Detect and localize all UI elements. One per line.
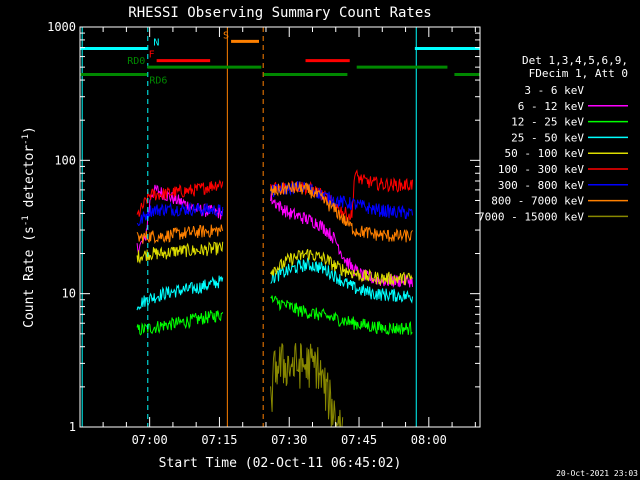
flag-label-s: S bbox=[223, 30, 229, 41]
flag-label-f: F bbox=[149, 50, 155, 61]
y-axis-label: Count Rate (s-1 detector-1) bbox=[21, 126, 37, 328]
y-axis-label-part2: detector bbox=[22, 145, 37, 216]
legend-label-6-12-kev: 6 - 12 keV bbox=[518, 100, 585, 113]
series-line-6-12-kev-segment-2 bbox=[270, 193, 413, 289]
series-line-800-7000-kev-segment-1 bbox=[136, 224, 224, 244]
y-axis-label-sup1: -1 bbox=[21, 215, 31, 226]
series-line-12-25-kev-segment-1 bbox=[136, 310, 224, 336]
axes-layer: 1 10 100 1000 07:00 07:15 07:30 07:45 08:00 bbox=[47, 20, 481, 447]
y-tick-label-1000: 1000 bbox=[47, 20, 76, 34]
data-layer bbox=[136, 147, 418, 428]
y-axis-label-part1: Count Rate (s bbox=[22, 226, 37, 328]
legend-label-50-100-kev: 50 - 100 keV bbox=[505, 147, 585, 160]
legend-label-300-800-kev: 300 - 800 keV bbox=[498, 179, 584, 192]
timestamp: 20-Oct-2021 23:03 bbox=[556, 469, 638, 478]
legend-header-line-2: FDecim 1, Att 0 bbox=[529, 67, 628, 80]
x-tick-label-07-30: 07:30 bbox=[271, 433, 307, 447]
x-axis-label: Start Time (02-Oct-11 06:45:02) bbox=[159, 456, 402, 471]
legend-label-7000-15000-kev: 7000 - 15000 keV bbox=[478, 210, 584, 223]
legend-label-3-6-kev: 3 - 6 keV bbox=[524, 84, 584, 97]
flag-label-rd0: RD0 bbox=[127, 56, 145, 67]
legend-label-12-25-kev: 12 - 25 keV bbox=[511, 116, 584, 129]
flag-label-rd6: RD6 bbox=[149, 76, 167, 87]
flags-layer: NF S RD0 RD6 bbox=[80, 27, 481, 427]
flag-label-n: N bbox=[153, 37, 159, 48]
y-tick-label-1: 1 bbox=[69, 420, 76, 434]
y-axis-label-sup2: -1 bbox=[21, 134, 31, 145]
series-line-12-25-kev-segment-2 bbox=[270, 295, 413, 336]
y-tick-label-100: 100 bbox=[54, 153, 76, 167]
chart-title: RHESSI Observing Summary Count Rates bbox=[128, 5, 431, 21]
legend-label-25-50-kev: 25 - 50 keV bbox=[511, 131, 584, 144]
x-tick-label-08-00: 08:00 bbox=[411, 433, 447, 447]
series-line-3-6-kev-segment-1 bbox=[136, 147, 224, 383]
series-line-50-100-kev-segment-1 bbox=[136, 241, 224, 265]
series-line-300-800-kev-segment-2 bbox=[270, 181, 413, 219]
series-line-50-100-kev-segment-2 bbox=[270, 248, 413, 286]
x-tick-label-07-00: 07:00 bbox=[132, 433, 168, 447]
plot-frame bbox=[79, 26, 481, 428]
y-tick-label-10: 10 bbox=[62, 287, 76, 301]
legend-label-100-300-kev: 100 - 300 keV bbox=[498, 163, 584, 176]
series-line-25-50-kev-segment-1 bbox=[136, 275, 224, 311]
legend-label-800-7000-kev: 800 - 7000 keV bbox=[491, 195, 584, 208]
series-line-7000-15000-kev-segment-2 bbox=[270, 343, 344, 428]
y-axis-label-part3: ) bbox=[22, 126, 37, 134]
x-tick-label-07-15: 07:15 bbox=[201, 433, 237, 447]
series-line-300-800-kev-segment-1 bbox=[136, 201, 224, 226]
x-tick-label-07-45: 07:45 bbox=[341, 433, 377, 447]
legend: Det 1,3,4,5,6,9,FDecim 1, Att 0 3 - 6 keV… bbox=[478, 54, 628, 223]
series-line-25-50-kev-segment-2 bbox=[270, 257, 413, 304]
series-line-800-7000-kev-segment-2 bbox=[270, 181, 413, 243]
series-line-100-300-kev-segment-1 bbox=[136, 179, 224, 217]
legend-header-line-1: Det 1,3,4,5,6,9, bbox=[522, 54, 628, 67]
